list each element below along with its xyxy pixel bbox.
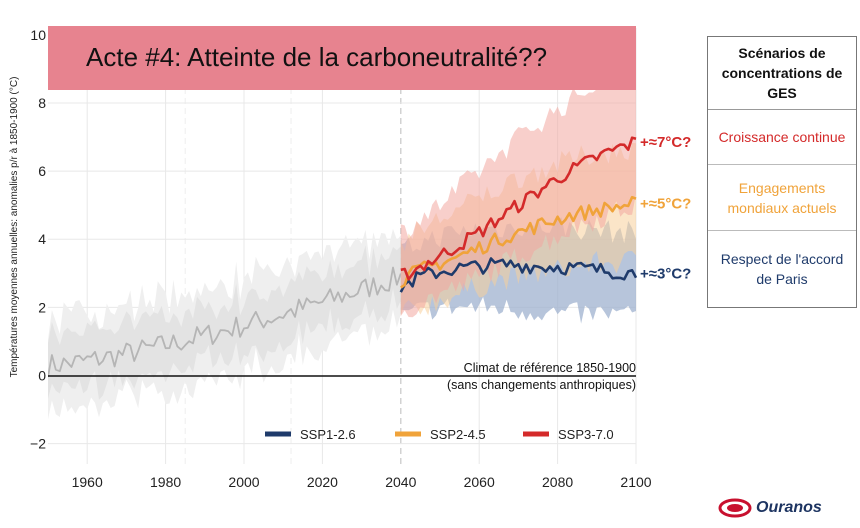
line-ssp3-7-0 (400, 136, 637, 281)
y-tick-label: 10 (30, 27, 46, 43)
chart-title: Acte #4: Atteinte de la carboneutralité?… (86, 42, 547, 72)
y-tick-label: 2 (38, 299, 46, 315)
panel-item-ssp126: Respect de l'accord de Paris (720, 251, 844, 287)
reference-label-line1: Climat de référence 1850-1900 (464, 361, 636, 375)
panel-header: Scénarios de concentrations de GES (708, 37, 856, 110)
line-ssp2-4-5 (400, 195, 637, 289)
y-tick-label: 8 (38, 95, 46, 111)
y-axis-label: Températures moyennes annuelles: anomali… (9, 77, 20, 378)
title-banner (48, 26, 636, 90)
panel-item-ssp245: Engagements mondiaux actuels (708, 165, 856, 231)
reference-label-line2: (sans changements anthropiques) (447, 378, 636, 392)
x-tick-label: 1960 (72, 474, 103, 490)
x-tick-label: 2040 (385, 474, 416, 490)
logo-text: Ouranos (756, 499, 822, 516)
end-label: +≈5°C? (640, 195, 691, 212)
x-tick-label: 2100 (620, 474, 651, 490)
y-tick-label: 4 (38, 231, 46, 247)
legend-label: SSP3-7.0 (558, 427, 614, 442)
x-tick-label: 2080 (542, 474, 573, 490)
x-tick-label: 2020 (307, 474, 338, 490)
ouranos-swoosh-icon (718, 498, 752, 518)
axis-ticks: 1960 1980 2000 2020 2040 2060 2080 2100 −2 0 2 4 6 8 1… (30, 27, 652, 490)
scenario-panel: Scénarios de concentrations de GES Crois… (707, 36, 857, 308)
historical-line (48, 266, 402, 378)
end-label: +≈7°C? (640, 134, 691, 151)
y-tick-label: −2 (30, 436, 46, 452)
y-tick-label: 0 (38, 367, 46, 383)
x-tick-label: 1980 (150, 474, 181, 490)
y-tick-label: 6 (38, 163, 46, 179)
plot-area (48, 61, 638, 420)
x-tick-label: 2060 (464, 474, 495, 490)
panel-item-ssp370: Croissance continue (708, 110, 856, 165)
x-tick-label: 2000 (228, 474, 259, 490)
legend-label: SSP1-2.6 (300, 427, 356, 442)
end-labels: +≈3°C? +≈5°C? +≈7°C? (640, 134, 691, 282)
legend-label: SSP2-4.5 (430, 427, 486, 442)
line-ssp1-2-6 (399, 257, 638, 293)
historical-band (48, 245, 401, 400)
legend: SSP1-2.6 SSP2-4.5 SSP3-7.0 (265, 427, 614, 442)
end-label: +≈3°C? (640, 265, 691, 282)
ouranos-logo: Ouranos (718, 497, 822, 519)
